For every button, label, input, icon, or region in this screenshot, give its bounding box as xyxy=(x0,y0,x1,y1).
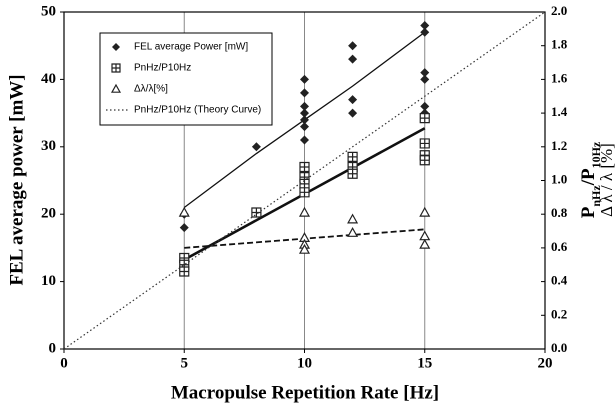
diamond-point xyxy=(300,115,309,125)
triangle-point xyxy=(178,206,190,217)
y-tick-label: 10 xyxy=(41,273,56,289)
x-tick-label: 15 xyxy=(417,355,432,371)
y2-axis-title: PnHz/P10Hz xyxy=(578,141,602,218)
y2-title-part: P xyxy=(578,206,599,218)
diamond-point xyxy=(348,95,358,105)
diamond-point xyxy=(420,101,430,111)
triangle-point xyxy=(298,243,311,254)
y-tick-label: 40 xyxy=(41,71,56,87)
plot-frame xyxy=(63,11,546,350)
y2-tick-label: 0.4 xyxy=(551,273,568,288)
y-axis-title: FEL average power [mW] xyxy=(6,74,27,285)
diamond-point xyxy=(420,68,430,78)
y2-title-part: nHz xyxy=(589,185,603,207)
legend-label: PnHz/P10Hz xyxy=(134,63,191,74)
y2-tick-label: 1.6 xyxy=(551,70,568,85)
diamond-point xyxy=(348,41,358,51)
theory-line xyxy=(63,11,546,350)
triangle-point xyxy=(347,226,359,237)
y2-tick-label: 1.0 xyxy=(551,171,567,186)
y-tick-label: 50 xyxy=(41,3,56,19)
diamond-point xyxy=(300,108,309,118)
square-point xyxy=(299,178,310,189)
diamond-point xyxy=(420,27,430,37)
diamond-point xyxy=(300,101,309,111)
diamond-point xyxy=(348,54,358,64)
square-point xyxy=(299,161,310,173)
legend-box xyxy=(99,32,273,126)
square-point xyxy=(347,151,358,163)
legend-label: FEL average Power [mW] xyxy=(134,42,248,53)
y2-axis-title-2: Δ λ / λ [%] xyxy=(597,143,615,217)
triangle-point xyxy=(419,230,431,241)
square-point xyxy=(251,207,262,218)
diamond-point xyxy=(300,74,309,84)
legend-swatch xyxy=(110,83,122,93)
y2-tick-label: 1.4 xyxy=(551,104,568,119)
legend-label: Δλ/λ[%] xyxy=(134,84,168,95)
square-point xyxy=(179,266,190,277)
diamond-point xyxy=(420,74,430,84)
diamond-point xyxy=(179,223,189,233)
diamond-point xyxy=(300,135,309,145)
square-point xyxy=(419,113,430,124)
x-axis-title: Macropulse Repetition Rate [Hz] xyxy=(171,382,439,403)
square-point xyxy=(347,168,358,179)
diamond-point xyxy=(348,108,358,118)
y2-tick-label: 1.8 xyxy=(551,37,568,52)
square-point xyxy=(419,138,430,149)
y2-tick-label: 0.0 xyxy=(551,340,567,355)
triangle-point xyxy=(419,238,431,249)
x-tick-label: 5 xyxy=(181,355,189,371)
y2-title-part: 10Hz xyxy=(589,141,603,168)
legend-label: PnHz/P10Hz (Theory Curve) xyxy=(134,105,261,116)
diamond-point xyxy=(251,142,261,152)
y2-title-part: /P xyxy=(578,168,599,186)
y2-tick-label: 0.6 xyxy=(551,239,568,254)
legend-swatch xyxy=(111,63,121,73)
legend-swatch xyxy=(112,43,120,51)
y2-tick-label: 2.0 xyxy=(551,3,567,18)
diamond-point xyxy=(300,88,309,98)
triangle-point xyxy=(419,206,431,217)
y-tick-label: 0 xyxy=(49,340,57,356)
y-tick-label: 30 xyxy=(41,138,56,154)
y2-tick-label: 1.2 xyxy=(551,138,567,153)
y-tick-label: 20 xyxy=(41,206,56,222)
square-point xyxy=(419,155,430,166)
diamond-point xyxy=(420,20,430,30)
x-tick-label: 10 xyxy=(297,355,312,371)
square-point xyxy=(299,187,310,198)
triangle-point xyxy=(347,213,359,224)
x-tick-label: 0 xyxy=(60,355,68,371)
y2-tick-label: 0.2 xyxy=(551,306,567,321)
y2-tick-label: 0.8 xyxy=(551,205,568,220)
x-tick-label: 20 xyxy=(538,355,553,371)
diamond-point xyxy=(300,122,309,132)
triangle-point xyxy=(298,206,311,217)
